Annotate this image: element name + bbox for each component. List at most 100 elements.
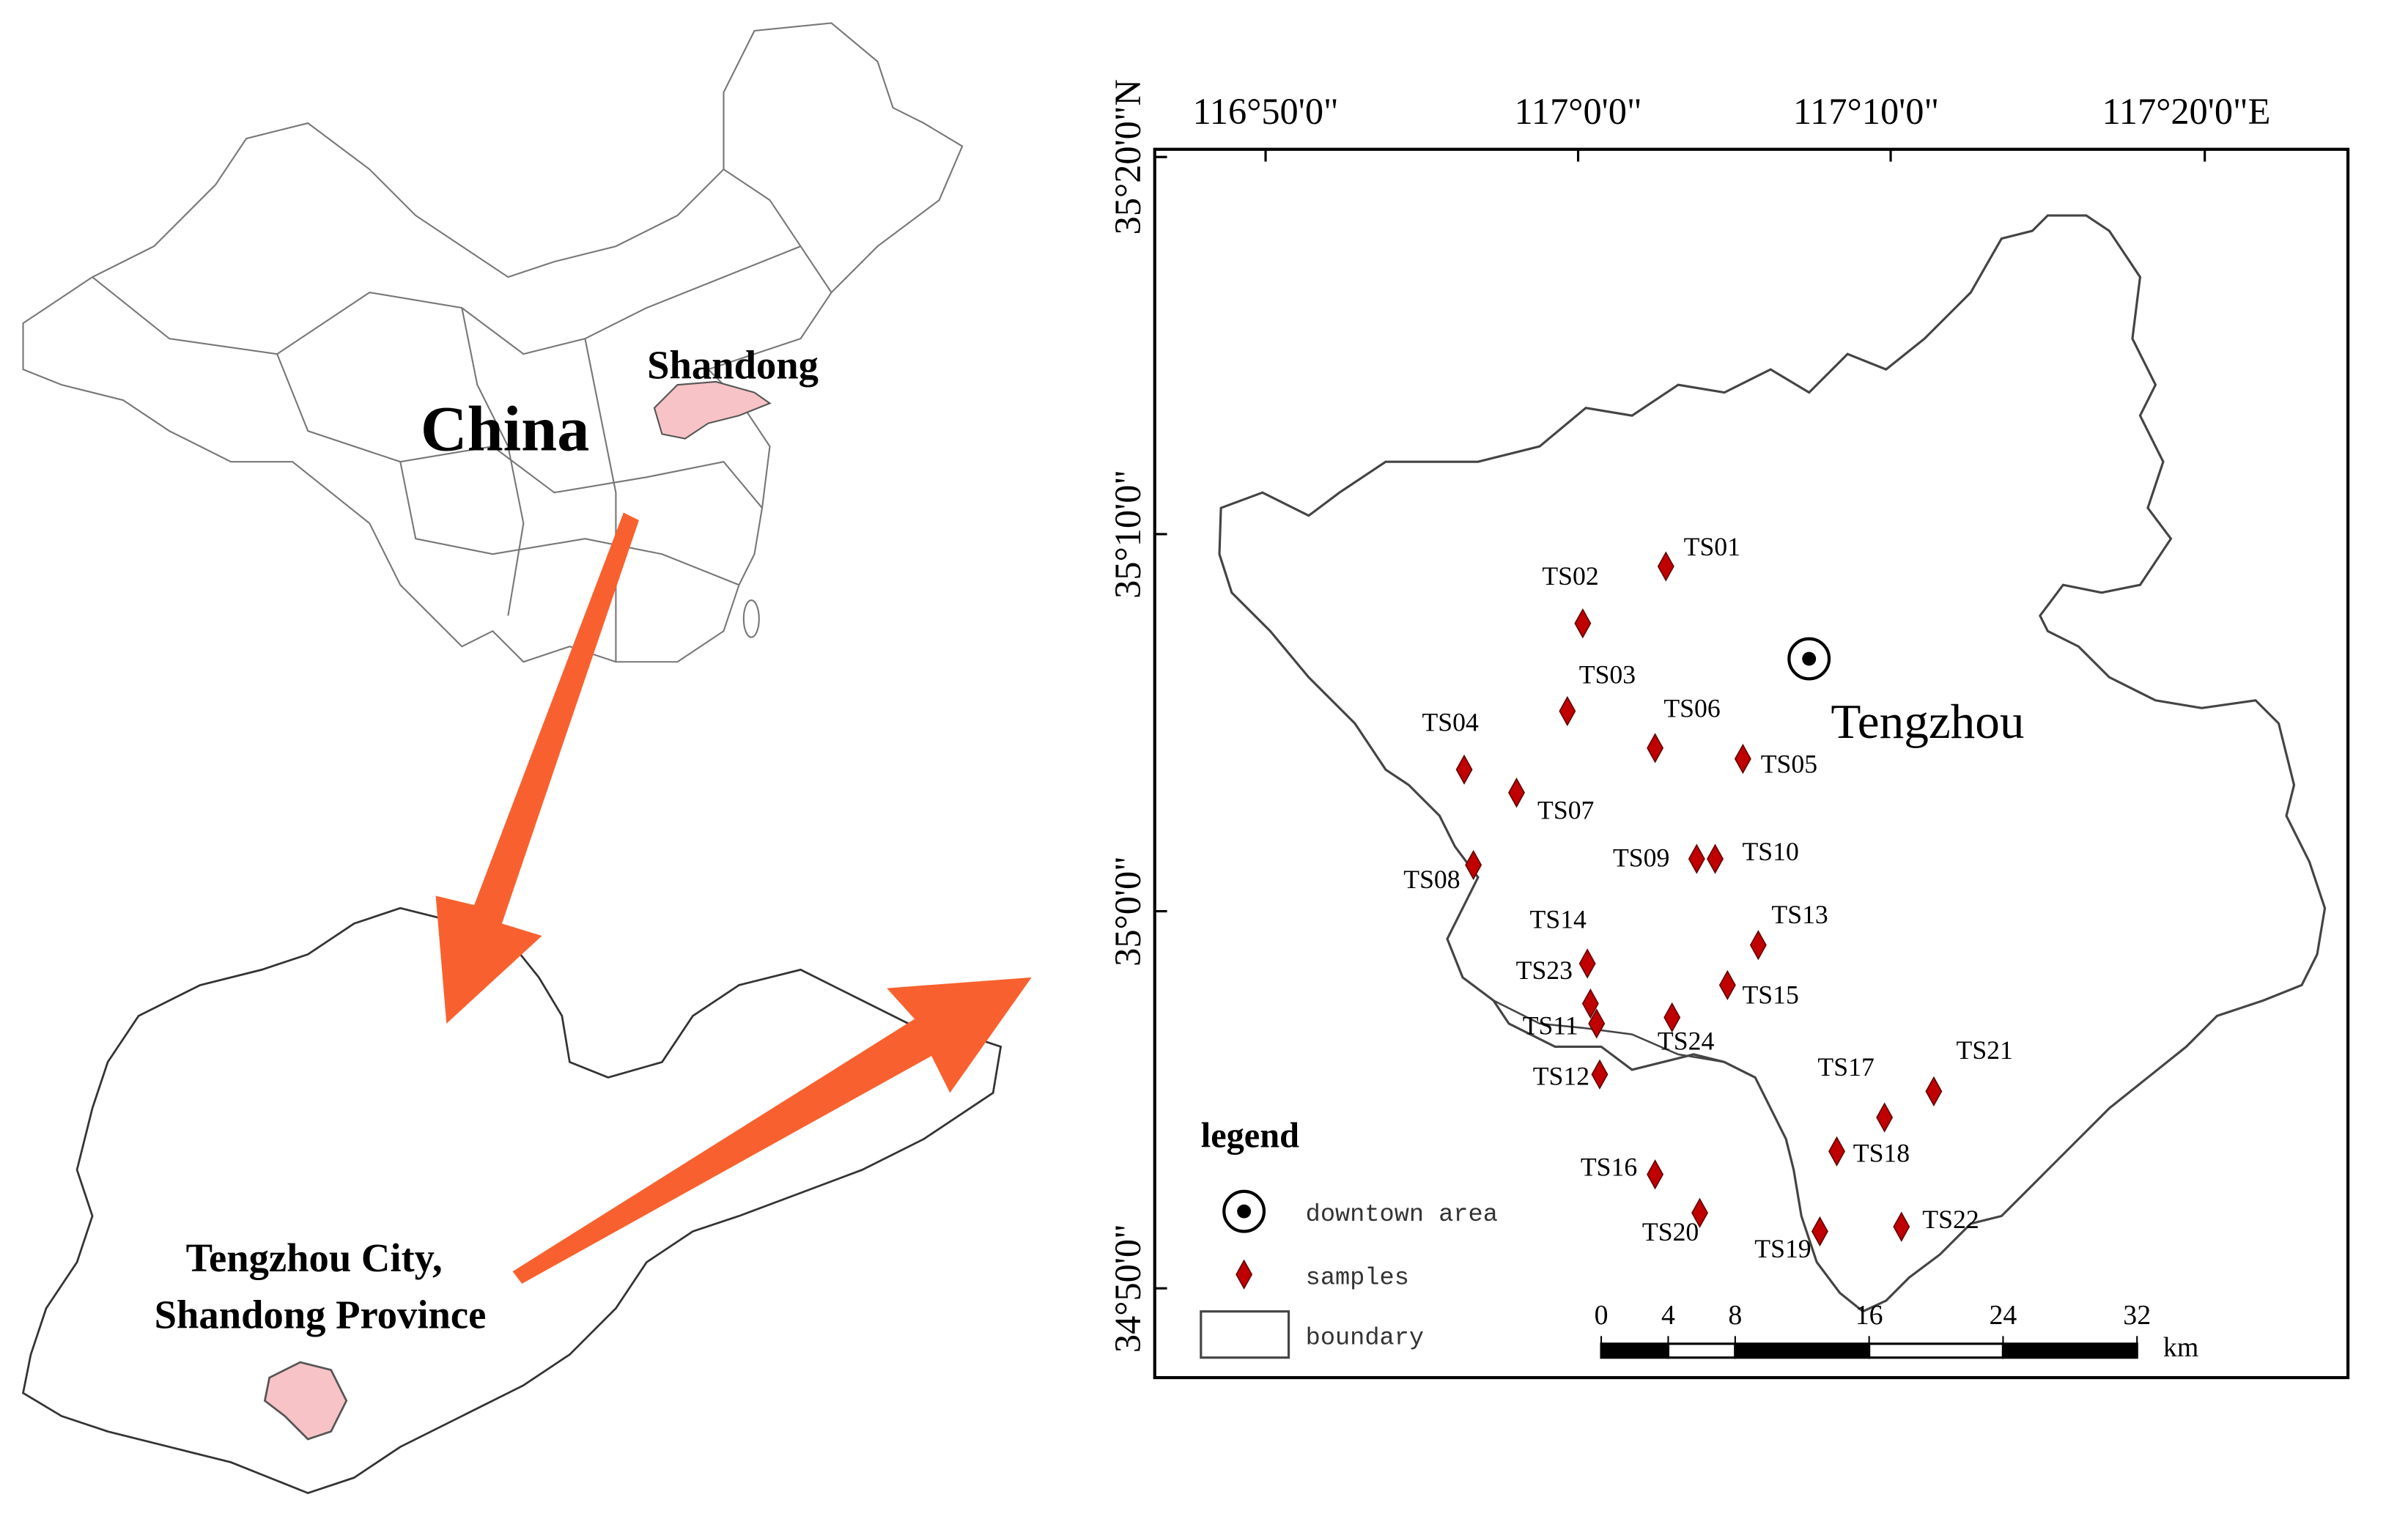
sample-label: TS13 xyxy=(1771,900,1828,929)
sample-marker xyxy=(1647,1159,1664,1190)
sample-label: TS24 xyxy=(1658,1026,1715,1055)
legend-label: samples xyxy=(1306,1264,1409,1292)
sample-marker xyxy=(1718,969,1736,1001)
sample-label: TS18 xyxy=(1853,1139,1910,1168)
sample-label: TS21 xyxy=(1957,1035,2013,1065)
legend-title: legend xyxy=(1201,1117,1299,1156)
sample-marker xyxy=(1647,733,1664,764)
arrow xyxy=(435,512,639,1024)
sample-marker xyxy=(1559,695,1576,727)
city-label: Tengzhou City, xyxy=(186,1235,443,1280)
downtown-symbol xyxy=(1802,651,1817,666)
city-name: Tengzhou xyxy=(1831,694,2024,749)
province-border xyxy=(399,461,739,586)
sample-marker xyxy=(1578,948,1596,979)
sample-label: TS14 xyxy=(1530,904,1587,934)
longitude-label: 117°10'0" xyxy=(1793,91,1939,132)
sample-marker xyxy=(1236,1259,1253,1290)
sample-marker xyxy=(1925,1076,1943,1106)
sample-marker xyxy=(1828,1136,1845,1167)
sample-label: TS11 xyxy=(1523,1010,1578,1040)
sample-marker xyxy=(1749,930,1767,961)
shandong-map xyxy=(21,906,1002,1495)
sample-label: TS23 xyxy=(1516,956,1573,985)
scale-tick-label: 0 xyxy=(1595,1300,1609,1331)
latitude-label: 34°50'0" xyxy=(1107,1224,1148,1353)
scale-tick-label: 8 xyxy=(1728,1300,1742,1331)
sample-marker xyxy=(1508,777,1525,808)
sample-marker xyxy=(1893,1211,1910,1242)
sample-marker xyxy=(1591,1059,1609,1090)
sample-label: TS05 xyxy=(1761,749,1817,778)
sample-label: TS02 xyxy=(1542,561,1598,591)
sample-marker xyxy=(1657,551,1674,582)
scale-tick-label: 16 xyxy=(1855,1300,1883,1331)
legend-label: boundary xyxy=(1306,1324,1424,1352)
sample-marker xyxy=(1455,754,1473,785)
sample-marker xyxy=(1876,1102,1894,1133)
sample-label: TS01 xyxy=(1684,532,1740,561)
shandong-outline xyxy=(21,906,1002,1495)
scale-tick-label: 24 xyxy=(1990,1300,2017,1331)
scale-tick-label: 32 xyxy=(2123,1300,2151,1331)
province-border xyxy=(584,338,617,662)
sample-label: TS08 xyxy=(1403,865,1460,894)
province-border xyxy=(723,169,832,293)
sample-marker xyxy=(1734,743,1751,775)
scale-bar-segment xyxy=(1666,1342,1737,1359)
scale-unit: km xyxy=(2163,1332,2198,1363)
china-map xyxy=(22,22,964,663)
longitude-label: 116°50'0" xyxy=(1192,91,1338,132)
sample-marker xyxy=(1688,843,1705,874)
study-area: 116°50'0" 117°0'0" 117°10'0" 117°20'0"E 35°2… xyxy=(1107,79,2327,1363)
sample-label: TS22 xyxy=(1922,1205,1979,1234)
arrow xyxy=(512,977,1032,1284)
china-outline xyxy=(22,22,964,663)
legend-boundary-swatch xyxy=(1200,1310,1290,1359)
scale-bar-segment xyxy=(1734,1342,1871,1359)
scale-bar-segment xyxy=(1600,1342,1670,1359)
sample-marker xyxy=(1465,849,1482,881)
legend-label: downtown area xyxy=(1306,1201,1498,1229)
sample-label: TS16 xyxy=(1581,1153,1637,1182)
sample-label: TS04 xyxy=(1422,708,1479,737)
sample-marker xyxy=(1574,608,1592,639)
province-border xyxy=(92,245,801,355)
shandong-highlight xyxy=(653,380,772,440)
province-border xyxy=(276,353,763,509)
sample-marker xyxy=(1707,843,1724,874)
internal-boundary xyxy=(1493,999,1725,1063)
sample-label: TS20 xyxy=(1642,1217,1699,1246)
longitude-label: 117°0'0" xyxy=(1515,91,1642,132)
sample-label: TS12 xyxy=(1533,1062,1589,1091)
tengzhou-boundary xyxy=(1218,214,2327,1313)
sample-marker xyxy=(1811,1216,1828,1247)
city-label: Shandong Province xyxy=(155,1293,487,1337)
sample-label: TS15 xyxy=(1742,980,1798,1009)
arrows xyxy=(435,512,1032,1284)
sample-label: TS17 xyxy=(1817,1052,1874,1082)
latitude-label: 35°10'0" xyxy=(1107,470,1148,599)
tengzhou-highlight xyxy=(263,1361,348,1441)
sample-label: TS19 xyxy=(1754,1234,1811,1263)
downtown-symbol xyxy=(1237,1204,1252,1219)
latitude-label: 35°0'0" xyxy=(1107,856,1148,967)
latitude-label: 35°20'0"N xyxy=(1107,79,1148,234)
sample-label: TS06 xyxy=(1663,694,1720,723)
sample-marker xyxy=(1588,1008,1606,1039)
sample-marker xyxy=(1691,1197,1708,1228)
province-border xyxy=(461,307,525,616)
longitude-label: 117°20'0"E xyxy=(2102,91,2270,132)
china-label: China xyxy=(421,393,589,465)
map-frame xyxy=(1153,147,2350,1380)
scale-bar-segment xyxy=(2001,1342,2138,1359)
sample-label: TS09 xyxy=(1613,843,1669,872)
sample-label: TS07 xyxy=(1537,795,1594,824)
scale-bar-segment xyxy=(1868,1342,2005,1359)
sample-marker xyxy=(1663,1002,1681,1033)
taiwan xyxy=(742,599,760,638)
scale-tick-label: 4 xyxy=(1661,1300,1675,1331)
sample-label: TS10 xyxy=(1742,837,1798,866)
